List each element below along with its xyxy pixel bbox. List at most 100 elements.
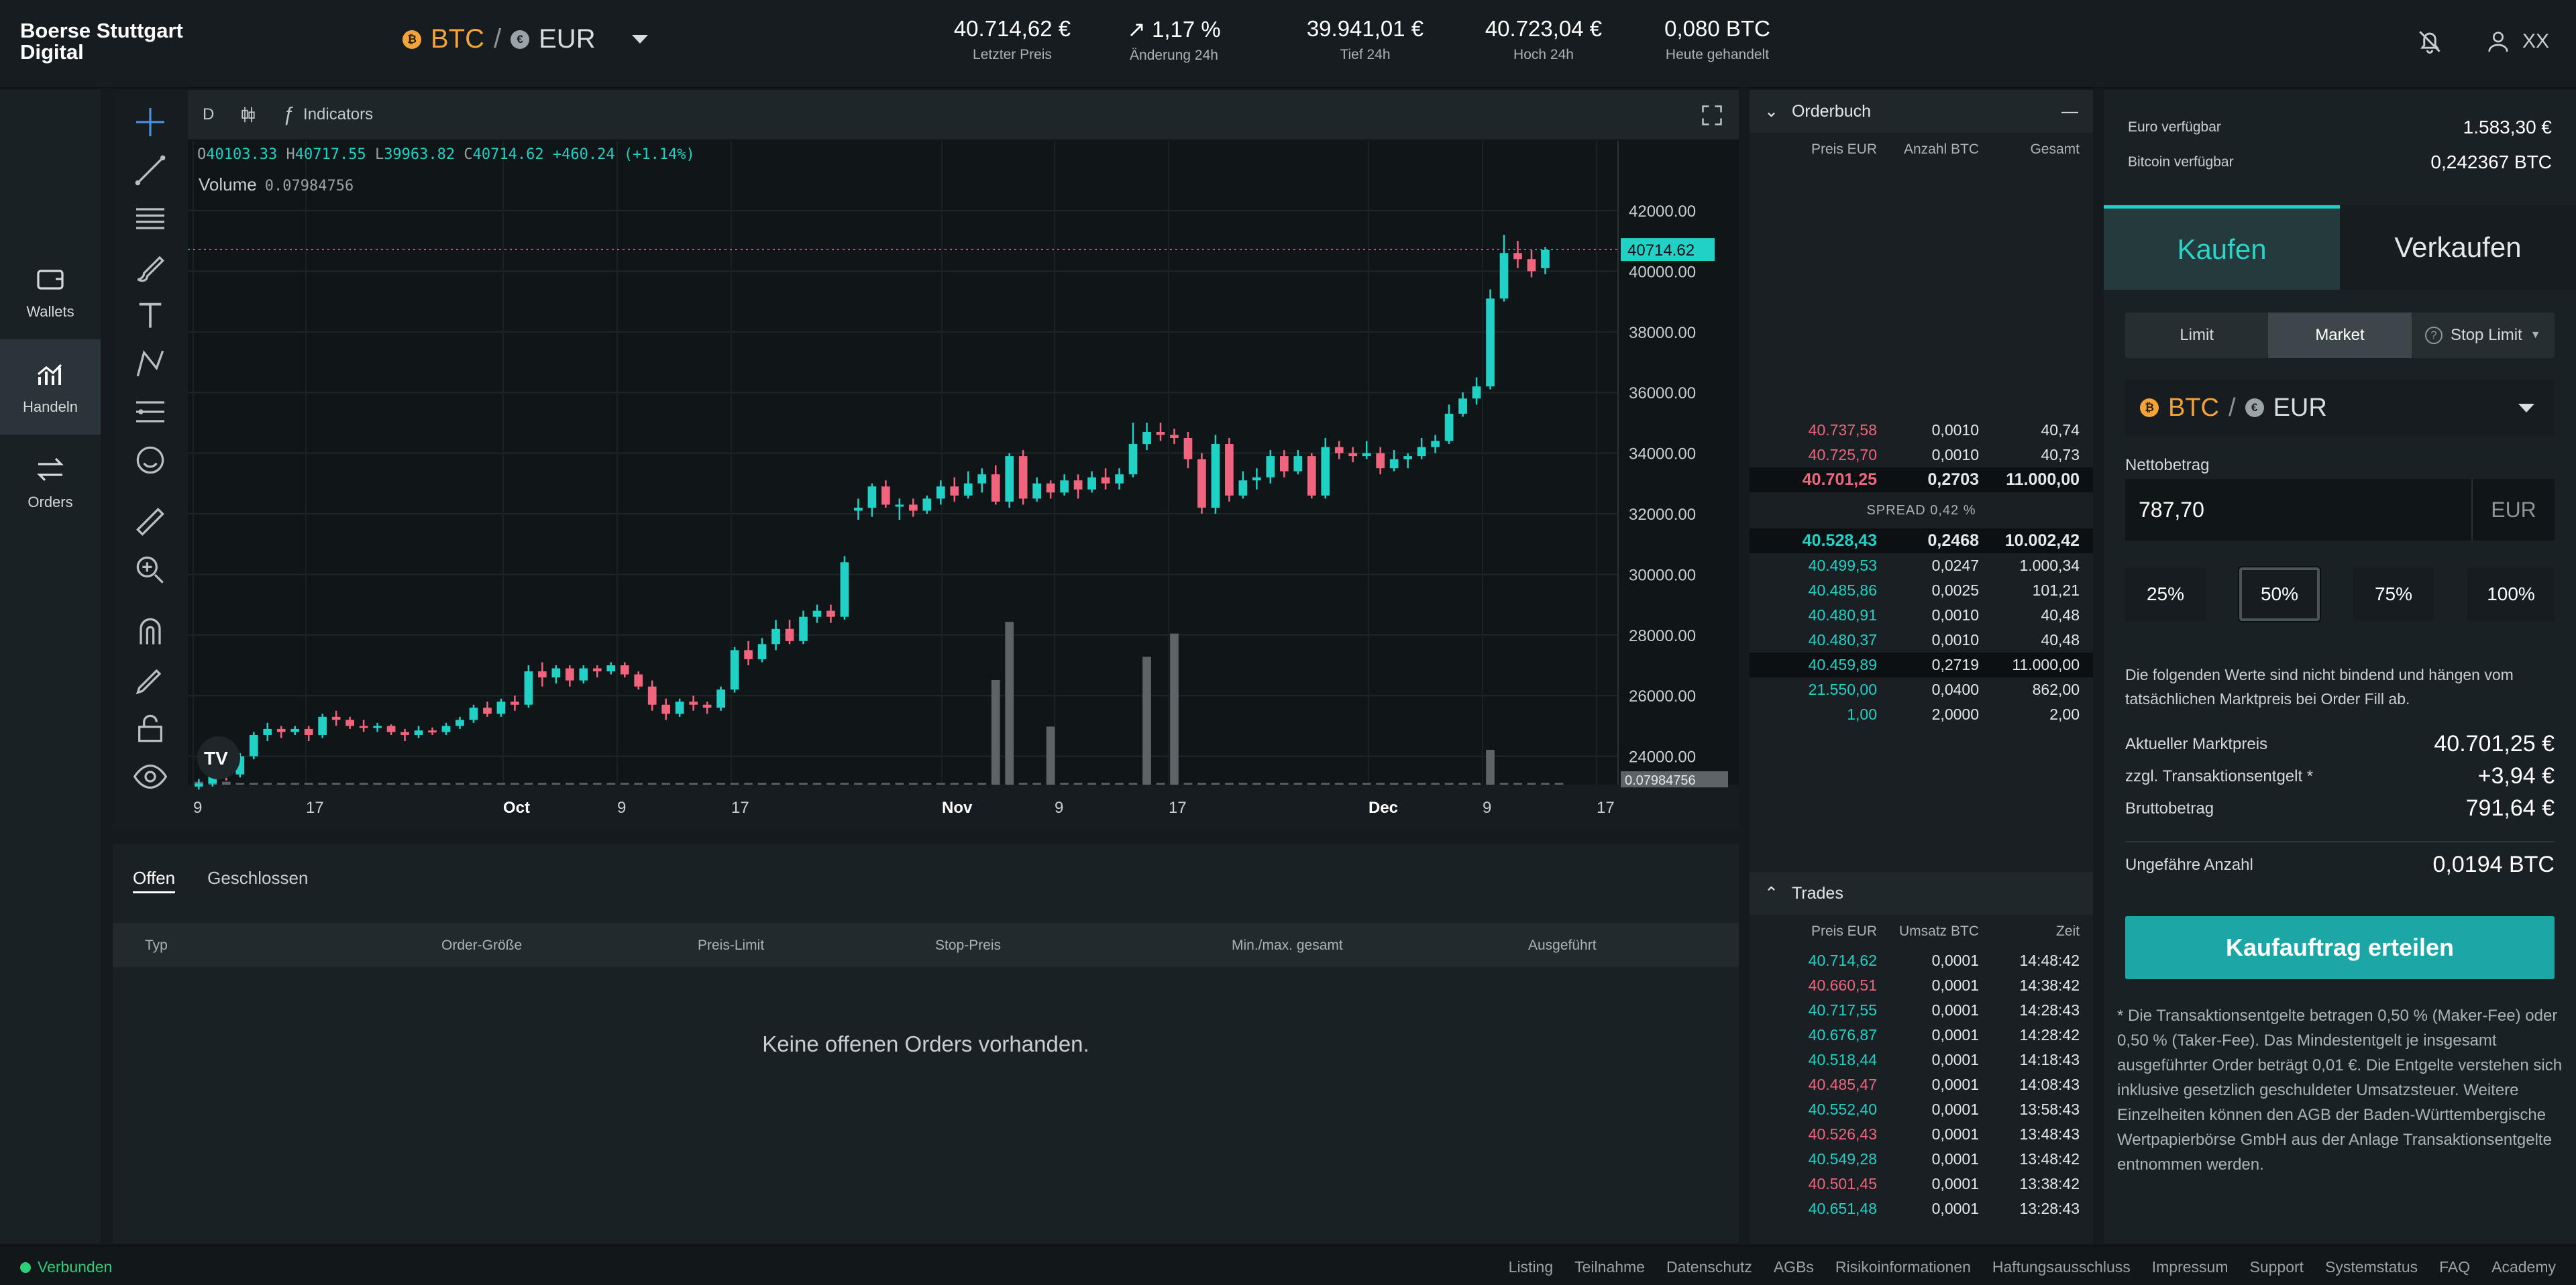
crosshair-icon[interactable]	[131, 103, 169, 141]
brand-logo[interactable]: Boerse Stuttgart Digital	[20, 20, 195, 63]
market-price-row: Aktueller Marktpreis 40.701,25 €	[2125, 731, 2555, 757]
footer-link-teilnahme[interactable]: Teilnahme	[1574, 1258, 1645, 1276]
fullscreen-icon[interactable]	[1700, 103, 1724, 127]
trade-row[interactable]: 40.518,44 0,0001 14:18:43	[1808, 1051, 2080, 1068]
tab-offen[interactable]: Offen	[133, 868, 176, 893]
interval-button[interactable]: D	[203, 105, 215, 123]
footer-link-agbs[interactable]: AGBs	[1773, 1258, 1814, 1276]
pattern-icon[interactable]	[131, 345, 169, 382]
ask-row[interactable]: 40.725,70 0,0010 40,73	[1808, 446, 2080, 463]
pct-25-button[interactable]: 25%	[2125, 567, 2206, 621]
bid-row[interactable]: 40.485,86 0,0025 101,21	[1808, 581, 2080, 599]
trade-row[interactable]: 40.660,51 0,0001 14:38:42	[1808, 976, 2080, 994]
best-bid-row[interactable]: 40.528,43 0,2468 10.002,42	[1750, 528, 2093, 553]
candle-body	[579, 668, 588, 681]
trade-row[interactable]: 40.717,55 0,0001 14:28:43	[1808, 1001, 2080, 1019]
ohlc-legend: O40103.33 H40717.55 L39963.82 C40714.62 …	[197, 146, 695, 163]
horizontal-lines-icon[interactable]	[131, 200, 169, 237]
tab-verkaufen[interactable]: Verkaufen	[2340, 205, 2576, 290]
type-limit[interactable]: Limit	[2180, 326, 2214, 344]
trade-row[interactable]: 40.651,48 0,0001 13:28:43	[1808, 1200, 2080, 1217]
sidebar-item-orders[interactable]: Orders	[0, 435, 101, 530]
magnet-icon[interactable]	[131, 613, 169, 651]
footer-link-support[interactable]: Support	[2249, 1258, 2304, 1276]
footer-link-systemstatus[interactable]: Systemstatus	[2325, 1258, 2418, 1276]
pct-75-button[interactable]: 75%	[2353, 567, 2434, 621]
trade-pair-selector[interactable]: ₿ BTC / € EUR	[2125, 380, 2555, 436]
trade-row[interactable]: 40.676,87 0,0001 14:28:42	[1808, 1026, 2080, 1044]
sidebar-item-wallets[interactable]: Wallets	[0, 244, 101, 339]
footer-link-datenschutz[interactable]: Datenschutz	[1666, 1258, 1752, 1276]
indicators-button[interactable]: ƒ Indicators	[282, 103, 373, 126]
brush-icon[interactable]	[131, 248, 169, 286]
type-market[interactable]: Market	[2268, 313, 2412, 358]
volume-legend: Volume 0.07984756	[199, 174, 354, 194]
col-min-max: Min./max. gesamt	[1232, 938, 1343, 953]
footer-link-risiko[interactable]: Risikoinformationen	[1835, 1258, 1971, 1276]
bid-row[interactable]: 21.550,00 0,0400 862,00	[1808, 681, 2080, 698]
place-buy-order-button[interactable]: Kaufauftrag erteilen	[2125, 916, 2555, 979]
footer-link-impressum[interactable]: Impressum	[2151, 1258, 2229, 1276]
bid-row[interactable]: 40.499,53 0,0247 1.000,34	[1808, 557, 2080, 574]
volume-bar	[1142, 657, 1151, 785]
net-amount-field[interactable]: 787,70 EUR	[2125, 479, 2555, 541]
zoom-in-icon[interactable]	[131, 551, 169, 589]
lock-pencil-icon[interactable]	[131, 661, 169, 699]
footer-link-faq[interactable]: FAQ	[2439, 1258, 2471, 1276]
volume-bar	[1307, 783, 1316, 785]
unlock-icon[interactable]	[131, 710, 169, 747]
chart-plot[interactable]: 42000.00 40000.00 38000.00 36000.00 34000.00…	[188, 141, 1739, 829]
trade-row[interactable]: 40.526,43 0,0001 13:48:43	[1808, 1125, 2080, 1143]
net-amount-input[interactable]: 787,70	[2139, 497, 2204, 522]
footer-link-academy[interactable]: Academy	[2491, 1258, 2556, 1276]
volume-bar	[1472, 783, 1481, 785]
orderbook-header[interactable]: ⌄ Orderbuch —	[1750, 90, 2093, 133]
sidebar-item-label: Orders	[28, 494, 73, 510]
eye-icon[interactable]	[131, 758, 169, 795]
tab-geschlossen[interactable]: Geschlossen	[207, 868, 309, 888]
candle-type-icon[interactable]	[238, 103, 258, 126]
chevron-up-icon[interactable]: ⌃	[1764, 884, 1778, 903]
candle-body	[304, 728, 313, 735]
best-ask-row[interactable]: 40.701,25 0,2703 11.000,00	[1750, 467, 2093, 492]
tab-kaufen[interactable]: Kaufen	[2104, 205, 2340, 290]
x-tick-label: 17	[731, 799, 749, 817]
candle-body	[895, 504, 904, 507]
candlestick-chart[interactable]: 42000.00 40000.00 38000.00 36000.00 34000.00…	[188, 141, 1739, 829]
chevron-down-icon[interactable]	[631, 35, 648, 44]
bid-row[interactable]: 40.480,91 0,0010 40,48	[1808, 606, 2080, 624]
ask-row[interactable]: 40.737,58 0,0010 40,74	[1808, 421, 2080, 439]
prediction-icon[interactable]	[131, 393, 169, 431]
bid-row[interactable]: 1,00 2,0000 2,00	[1847, 706, 2080, 723]
ruler-icon[interactable]	[131, 503, 169, 541]
footer-link-listing[interactable]: Listing	[1508, 1258, 1554, 1276]
pair-selector[interactable]: ₿ BTC / € EUR	[402, 24, 648, 54]
trade-row[interactable]: 40.714,62 0,0001 14:48:42	[1808, 952, 2080, 969]
minimize-icon[interactable]: —	[2061, 101, 2078, 121]
chevron-down-icon[interactable]: ⌄	[1764, 102, 1778, 121]
trend-line-icon[interactable]	[131, 152, 169, 189]
pct-100-button[interactable]: 100%	[2467, 567, 2555, 621]
trade-row[interactable]: 40.485,47 0,0001 14:08:43	[1808, 1076, 2080, 1093]
candle-body	[373, 726, 382, 728]
pct-50-button[interactable]: 50%	[2239, 567, 2320, 621]
trade-row[interactable]: 40.501,45 0,0001 13:38:42	[1808, 1175, 2080, 1192]
sidebar-item-handeln[interactable]: Handeln	[0, 339, 101, 435]
candle-body	[1101, 477, 1110, 484]
trade-row[interactable]: 40.552,40 0,0001 13:58:43	[1808, 1101, 2080, 1118]
candle-body	[1334, 447, 1344, 453]
help-icon[interactable]: ?	[2425, 327, 2443, 344]
bell-off-icon[interactable]	[2415, 27, 2445, 56]
user-menu[interactable]: XX	[2485, 28, 2549, 55]
trade-row[interactable]: 40.549,28 0,0001 13:48:42	[1808, 1150, 2080, 1168]
bid-row[interactable]: 40.480,37 0,0010 40,48	[1808, 631, 2080, 649]
text-icon[interactable]	[131, 296, 169, 334]
type-stop-limit[interactable]: ? Stop Limit ▼	[2412, 313, 2555, 358]
footer-link-haftung[interactable]: Haftungsausschluss	[1992, 1258, 2131, 1276]
volume-bar	[1334, 783, 1344, 785]
trades-header[interactable]: ⌃ Trades	[1750, 872, 2093, 915]
user-initials: XX	[2522, 30, 2549, 52]
emoji-icon[interactable]	[131, 441, 169, 479]
brand-line-2: Digital	[20, 40, 84, 64]
bid-highlight-row[interactable]: 40.459,89 0,2719 11.000,00	[1750, 653, 2093, 677]
